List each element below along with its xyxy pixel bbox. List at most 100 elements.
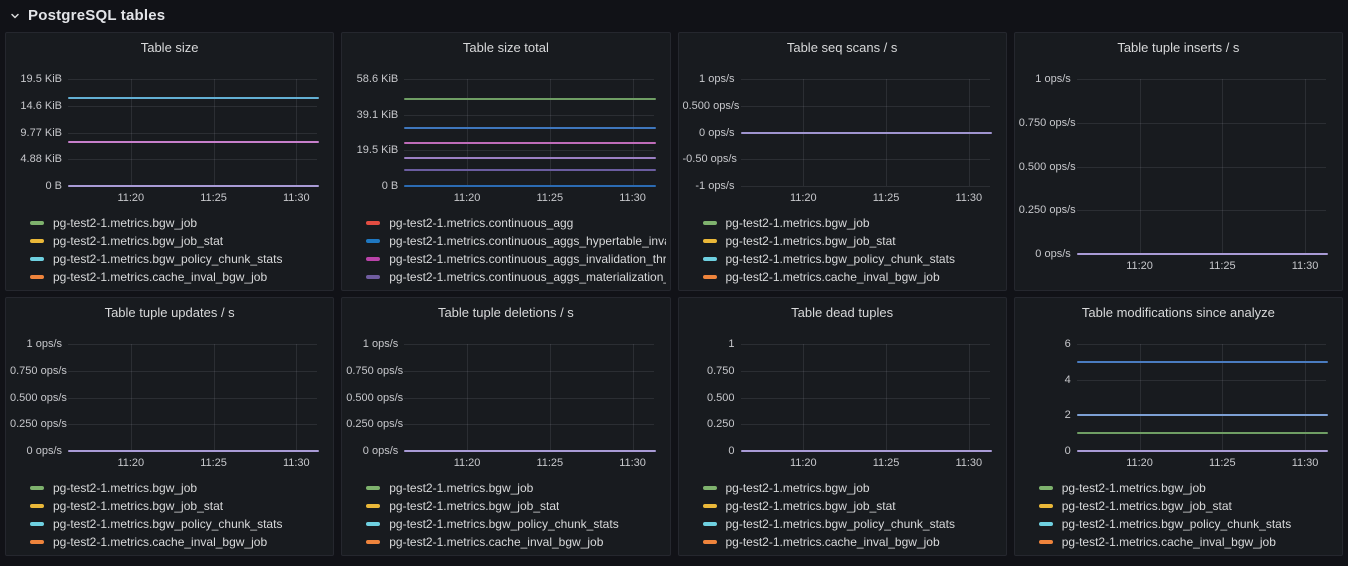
chevron-down-icon[interactable] — [8, 9, 22, 23]
plot-area[interactable] — [404, 79, 656, 187]
plot-area[interactable] — [404, 344, 656, 452]
series-line-2 — [68, 140, 320, 143]
legend-item[interactable]: pg-test2-1.metrics.continuous_aggs_inval… — [366, 250, 666, 268]
legend-item[interactable]: pg-test2-1.metrics.continuous_agg — [366, 214, 665, 232]
legend-swatch — [1038, 504, 1053, 508]
legend-label: pg-test2-1.metrics.bgw_job_stat — [389, 499, 560, 513]
x-axis-tick-label: 11:25 — [536, 457, 564, 469]
panel-title[interactable]: Table size — [140, 40, 199, 55]
legend-item[interactable]: pg-test2-1.metrics.bgw_policy_chunk_stat… — [702, 250, 1002, 268]
x-axis-tick-label: 11:25 — [872, 457, 900, 469]
legend: pg-test2-1.metrics.bgw_job pg-test2-1.met… — [702, 479, 1002, 553]
legend-item[interactable]: pg-test2-1.metrics.bgw_job_stat — [1038, 497, 1338, 515]
x-axis-tick-label: 11:30 — [1291, 260, 1319, 272]
legend-label: pg-test2-1.metrics.bgw_policy_chunk_stat… — [1061, 517, 1292, 531]
gridline-horizontal — [68, 370, 318, 372]
x-axis-tick-label: 11:30 — [955, 457, 983, 469]
panel-title[interactable]: Table seq scans / s — [786, 40, 898, 55]
y-axis-tick-label: 0.750 ops/s — [10, 364, 67, 377]
x-axis-tick-label: 11:25 — [200, 192, 227, 204]
panel-title[interactable]: Table tuple deletions / s — [437, 305, 574, 320]
legend-item[interactable]: pg-test2-1.metrics.continuous_aggs_mater… — [366, 268, 666, 286]
legend-item[interactable]: pg-test2-1.metrics.bgw_job — [30, 479, 329, 497]
x-axis-tick-label: 11:20 — [789, 192, 817, 204]
legend-label: pg-test2-1.metrics.cache_inval_bgw_job — [53, 270, 268, 284]
legend-item[interactable]: pg-test2-1.metrics.bgw_policy_chunk_stat… — [702, 515, 1002, 533]
legend-item[interactable]: pg-test2-1.metrics.bgw_policy_chunk_stat… — [1038, 515, 1338, 533]
y-axis-tick-label: -1 ops/s — [695, 180, 735, 192]
y-axis-tick-label: 0 ops/s — [1035, 248, 1071, 260]
legend-item[interactable]: pg-test2-1.metrics.bgw_job_stat — [30, 497, 329, 515]
legend-item[interactable]: pg-test2-1.metrics.bgw_job — [30, 214, 329, 232]
panel-title[interactable]: Table modifications since analyze — [1081, 305, 1275, 320]
y-axis-tick-label: 0 B — [381, 180, 399, 192]
legend-label: pg-test2-1.metrics.cache_inval_bgw_job — [1061, 535, 1276, 549]
legend-item[interactable]: pg-test2-1.metrics.cache_inval_bgw_job — [30, 533, 329, 551]
panel-title[interactable]: Table dead tuples — [791, 305, 894, 320]
gridline-vertical — [1139, 344, 1141, 451]
plot-area[interactable] — [740, 344, 992, 452]
x-axis-tick-label: 11:20 — [453, 192, 481, 204]
plot-area[interactable] — [1076, 79, 1328, 255]
series-line-2 — [1076, 414, 1328, 417]
legend-item[interactable]: pg-test2-1.metrics.cache_inval_bgw_job — [1038, 533, 1338, 551]
legend-item[interactable]: pg-test2-1.metrics.bgw_policy_chunk_stat… — [30, 250, 329, 268]
legend-item[interactable]: pg-test2-1.metrics.cache_inval_bgw_job — [30, 268, 329, 286]
legend-swatch — [366, 239, 381, 243]
legend-label: pg-test2-1.metrics.cache_inval_bgw_job — [725, 270, 940, 284]
gridline-horizontal — [1076, 122, 1326, 124]
legend-label: pg-test2-1.metrics.bgw_policy_chunk_stat… — [53, 517, 283, 531]
x-axis-tick-label: 11:25 — [1208, 260, 1236, 272]
legend-item[interactable]: pg-test2-1.metrics.bgw_job_stat — [702, 497, 1002, 515]
legend-item[interactable]: pg-test2-1.metrics.bgw_job — [702, 214, 1002, 232]
panel-title[interactable]: Table size total — [462, 40, 549, 55]
legend-item[interactable]: pg-test2-1.metrics.bgw_job — [1038, 479, 1338, 497]
panel-title[interactable]: Table tuple updates / s — [104, 305, 235, 320]
legend-item[interactable]: pg-test2-1.metrics.cache_inval_bgw_job — [366, 533, 665, 551]
gridline-horizontal — [404, 370, 654, 372]
x-axis-tick-label: 11:30 — [1291, 457, 1319, 469]
legend-swatch — [30, 522, 44, 526]
legend-item[interactable]: pg-test2-1.metrics.cache_inval_bgw_job — [702, 533, 1002, 551]
gridline-vertical — [467, 79, 469, 186]
series-line-6 — [404, 185, 656, 187]
legend-label: pg-test2-1.metrics.bgw_job — [389, 481, 534, 495]
legend-item[interactable]: pg-test2-1.metrics.bgw_policy_chunk_stat… — [30, 515, 329, 533]
gridline-horizontal — [68, 344, 318, 345]
dashboard-row-header[interactable]: PostgreSQL tables — [0, 0, 1348, 31]
legend-swatch — [1038, 540, 1053, 544]
legend-item[interactable]: pg-test2-1.metrics.continuous_aggs_hyper… — [366, 232, 666, 250]
legend-item[interactable]: pg-test2-1.metrics.bgw_policy_chunk_stat… — [366, 515, 665, 533]
panel-title[interactable]: Table tuple inserts / s — [1117, 40, 1240, 55]
plot-area[interactable] — [68, 79, 320, 187]
plot-area[interactable] — [1076, 344, 1328, 452]
legend-swatch — [30, 221, 44, 225]
legend-swatch — [366, 221, 381, 225]
legend-swatch — [366, 486, 381, 490]
legend-swatch — [30, 504, 44, 508]
series-line-5 — [404, 168, 656, 171]
legend-item[interactable]: pg-test2-1.metrics.bgw_job_stat — [366, 497, 665, 515]
legend-item[interactable]: pg-test2-1.metrics.bgw_job_stat — [30, 232, 329, 250]
gridline-vertical — [213, 344, 215, 451]
y-axis-tick-label: -0.50 ops/s — [682, 153, 737, 166]
legend-label: pg-test2-1.metrics.bgw_job_stat — [53, 234, 224, 248]
plot-area[interactable] — [740, 79, 992, 187]
legend-label: pg-test2-1.metrics.bgw_job — [53, 481, 198, 495]
plot-area[interactable] — [68, 344, 320, 452]
legend-swatch — [702, 257, 717, 261]
legend-item[interactable]: pg-test2-1.metrics.bgw_job — [366, 479, 665, 497]
panels-grid: Table size 19.5 KiB 14.6 KiB 9.77 KiB 4.88 K… — [0, 31, 1348, 556]
legend-item[interactable]: pg-test2-1.metrics.cache_inval_bgw_job — [702, 268, 1002, 286]
x-axis-labels: 11:20 11:25 11:30 — [1077, 457, 1326, 471]
gridline-horizontal — [740, 370, 990, 372]
x-axis-labels: 11:20 11:25 11:30 — [1077, 260, 1326, 274]
legend-item[interactable]: pg-test2-1.metrics.bgw_job_stat — [702, 232, 1002, 250]
legend-swatch — [702, 275, 717, 279]
legend-label: pg-test2-1.metrics.cache_inval_bgw_job — [725, 535, 940, 549]
x-axis-tick-label: 11:25 — [536, 192, 564, 204]
legend-item[interactable]: pg-test2-1.metrics.bgw_job — [702, 479, 1002, 497]
legend-swatch — [30, 275, 44, 279]
x-axis-tick-label: 11:30 — [619, 192, 646, 204]
y-axis-tick-label: 0 ops/s — [26, 445, 62, 457]
